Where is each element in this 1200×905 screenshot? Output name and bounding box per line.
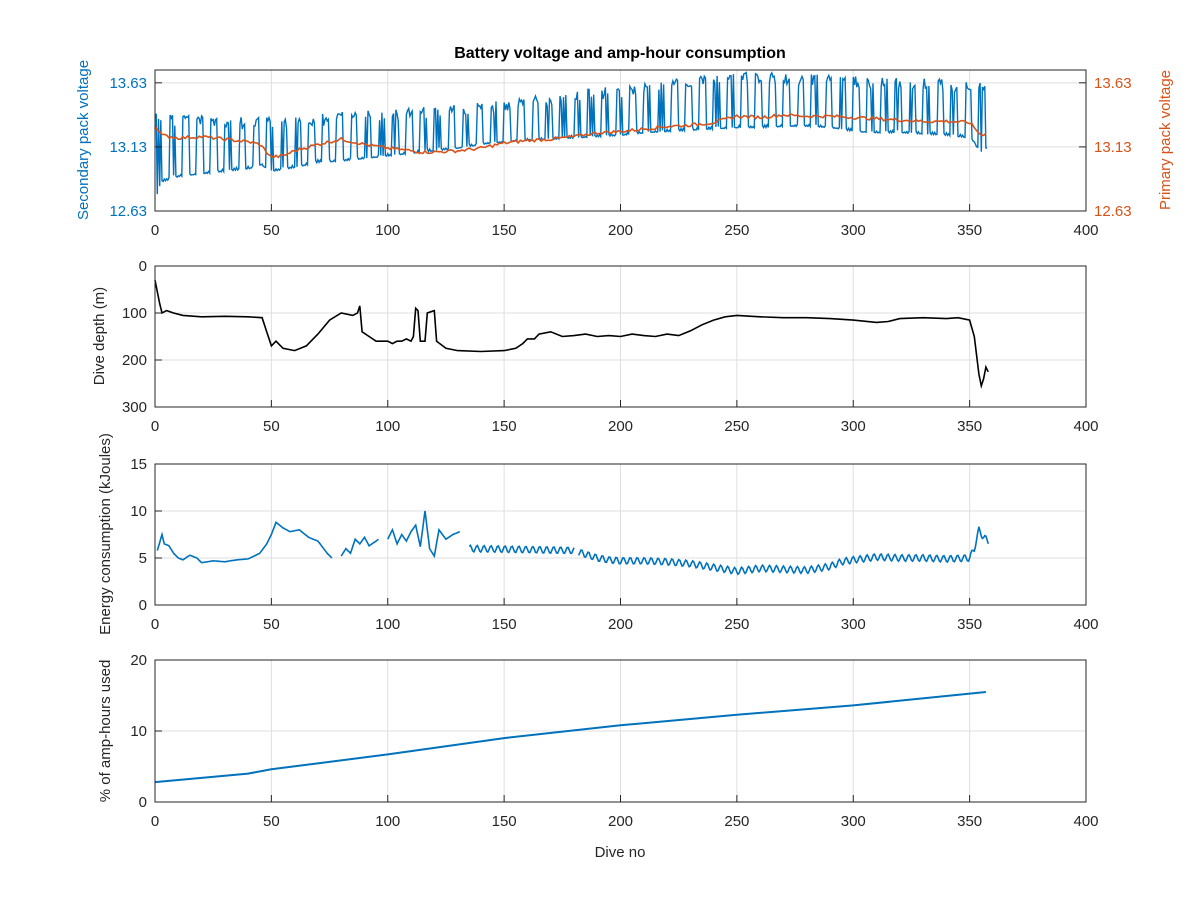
amphour-ytick-label: 10 — [130, 723, 147, 740]
energy-xtick-label: 200 — [608, 616, 633, 633]
depth-panel: 0 50 100 150 200 250 300 350 400 0 100 200 300 Dive … — [91, 258, 1099, 435]
amphour-xtick-label: 0 — [151, 813, 159, 830]
voltage-xtick-label: 150 — [492, 222, 517, 239]
amphour-xtick-label: 250 — [724, 813, 749, 830]
energy-xtick-label: 150 — [492, 616, 517, 633]
depth-xtick-label: 100 — [375, 418, 400, 435]
depth-xtick-label: 50 — [263, 418, 280, 435]
energy-ytick-label: 15 — [130, 456, 147, 473]
secondary-pack-line — [154, 71, 988, 195]
energy-xtick-label: 350 — [957, 616, 982, 633]
energy-xtick-label: 50 — [263, 616, 280, 633]
voltage-right-ytick-label: 13.63 — [1094, 75, 1132, 92]
depth-ytick-label: 200 — [122, 352, 147, 369]
amphour-xtick-label: 150 — [492, 813, 517, 830]
energy-ticks: 0 50 100 150 200 250 300 350 400 0 5 10 15 — [130, 456, 1098, 633]
dive-depth-line — [154, 279, 989, 390]
depth-ytick-label: 300 — [122, 399, 147, 416]
voltage-right-ytick-label: 13.13 — [1094, 139, 1132, 156]
amphour-xtick-label: 50 — [263, 813, 280, 830]
voltage-panel: 0 50 100 150 200 250 300 350 400 12.63 12.63 13.13 1… — [75, 60, 1174, 239]
depth-ytick-label: 100 — [122, 305, 147, 322]
energy-line-segment — [340, 535, 379, 557]
amphour-ticks: 0 50 100 150 200 250 300 350 400 0 10 20 — [130, 652, 1098, 830]
amphour-series — [154, 691, 987, 784]
amphour-ytick-label: 20 — [130, 652, 147, 669]
energy-line-segment — [577, 526, 989, 576]
voltage-right-ylabel: Primary pack voltage — [1157, 70, 1174, 210]
energy-line-segment — [156, 521, 333, 564]
depth-ytick-label: 0 — [139, 258, 147, 275]
voltage-right-ytick-label: 12.63 — [1094, 203, 1132, 220]
energy-ytick-label: 0 — [139, 597, 147, 614]
amphour-xtick-label: 350 — [957, 813, 982, 830]
amphour-xtick-label: 200 — [608, 813, 633, 830]
amphour-ylabel: % of amp-hours used — [97, 660, 114, 803]
voltage-ytick-label: 13.63 — [109, 75, 147, 92]
voltage-ticks: 0 50 100 150 200 250 300 350 400 12.63 12.63 13.13 1… — [109, 75, 1131, 239]
voltage-xtick-label: 50 — [263, 222, 280, 239]
energy-series — [156, 510, 989, 576]
voltage-xtick-label: 250 — [724, 222, 749, 239]
amphour-xtick-label: 300 — [841, 813, 866, 830]
amphour-xtick-label: 100 — [375, 813, 400, 830]
energy-line-segment — [387, 510, 461, 559]
voltage-xtick-label: 100 — [375, 222, 400, 239]
voltage-xtick-label: 400 — [1073, 222, 1098, 239]
energy-xtick-label: 300 — [841, 616, 866, 633]
voltage-series — [154, 71, 988, 195]
depth-xtick-label: 350 — [957, 418, 982, 435]
voltage-ytick-label: 13.13 — [109, 139, 147, 156]
depth-xtick-label: 200 — [608, 418, 633, 435]
energy-ytick-label: 5 — [139, 550, 147, 567]
amphour-grid — [155, 660, 1086, 802]
energy-panel: 0 50 100 150 200 250 300 350 400 0 5 10 15 Energy co… — [97, 433, 1099, 635]
depth-xtick-label: 250 — [724, 418, 749, 435]
depth-ylabel: Dive depth (m) — [91, 287, 108, 385]
energy-line-segment — [468, 544, 575, 555]
depth-series — [154, 279, 989, 390]
depth-ticks: 0 50 100 150 200 250 300 350 400 0 100 200 300 — [122, 258, 1099, 435]
depth-xtick-label: 0 — [151, 418, 159, 435]
depth-xtick-label: 150 — [492, 418, 517, 435]
depth-xtick-label: 300 — [841, 418, 866, 435]
energy-ylabel: Energy consumption (kJoules) — [97, 433, 114, 635]
voltage-xtick-label: 0 — [151, 222, 159, 239]
amphour-line — [154, 691, 987, 784]
depth-xtick-label: 400 — [1073, 418, 1098, 435]
amphour-panel: 0 50 100 150 200 250 300 350 400 0 10 20 % of amp-h… — [97, 652, 1099, 861]
energy-xtick-label: 250 — [724, 616, 749, 633]
energy-grid — [155, 464, 1086, 605]
energy-xtick-label: 100 — [375, 616, 400, 633]
voltage-ytick-label: 12.63 — [109, 203, 147, 220]
depth-grid — [155, 266, 1086, 407]
chart-title: Battery voltage and amp-hour consumption — [454, 45, 786, 62]
voltage-xtick-label: 350 — [957, 222, 982, 239]
primary-pack-line — [154, 112, 987, 159]
energy-xtick-label: 400 — [1073, 616, 1098, 633]
voltage-left-ylabel: Secondary pack voltage — [75, 60, 92, 220]
energy-xtick-label: 0 — [151, 616, 159, 633]
energy-ytick-label: 10 — [130, 503, 147, 520]
x-axis-label: Dive no — [595, 844, 646, 861]
voltage-xtick-label: 300 — [841, 222, 866, 239]
amphour-ytick-label: 0 — [139, 794, 147, 811]
voltage-xtick-label: 200 — [608, 222, 633, 239]
amphour-xtick-label: 400 — [1073, 813, 1098, 830]
